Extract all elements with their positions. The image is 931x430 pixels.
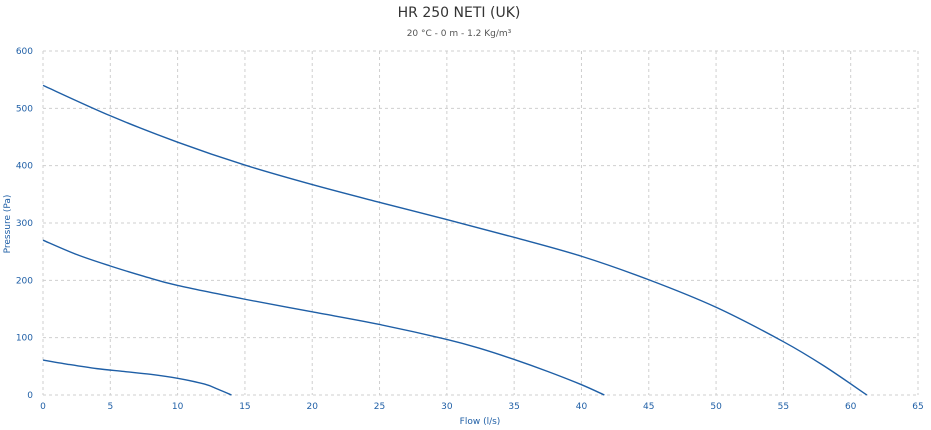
x-tick-label: 30	[441, 402, 453, 412]
y-tick-label: 0	[27, 391, 33, 401]
x-tick-label: 45	[643, 402, 654, 412]
y-tick-label: 300	[16, 219, 33, 229]
series-line-3	[42, 84, 868, 396]
x-tick-label: 55	[778, 402, 789, 412]
chart-title: HR 250 NETI (UK)	[398, 5, 521, 21]
chart-subtitle: 20 °C - 0 m - 1.2 Kg/m³	[407, 29, 512, 39]
x-tick-labels: 0 5 10 15 20 25 30 35 40 45 50 55 60 65	[40, 402, 924, 412]
x-tick-label: 10	[172, 402, 184, 412]
y-tick-label: 500	[16, 104, 33, 114]
x-tick-label: 15	[239, 402, 250, 412]
y-axis-label: Pressure (Pa)	[3, 195, 13, 254]
x-tick-label: 5	[107, 402, 113, 412]
y-tick-labels: 0 100 200 300 400 500 600	[16, 47, 33, 401]
series-lines	[42, 84, 868, 396]
series-line-2	[42, 239, 605, 396]
y-gridlines	[43, 50, 918, 396]
y-tick-label: 600	[16, 47, 33, 57]
x-tick-label: 60	[845, 402, 857, 412]
x-tick-label: 20	[307, 402, 319, 412]
x-tick-label: 50	[710, 402, 722, 412]
x-axis-label: Flow (l/s)	[460, 417, 501, 427]
x-tick-label: 40	[576, 402, 588, 412]
x-tick-label: 35	[508, 402, 519, 412]
y-tick-label: 400	[16, 162, 33, 172]
series-line-1	[42, 359, 232, 396]
x-tick-label: 65	[912, 402, 923, 412]
x-tick-label: 0	[40, 402, 46, 412]
y-tick-label: 200	[16, 276, 33, 286]
x-tick-label: 25	[374, 402, 385, 412]
y-tick-label: 100	[16, 334, 33, 344]
